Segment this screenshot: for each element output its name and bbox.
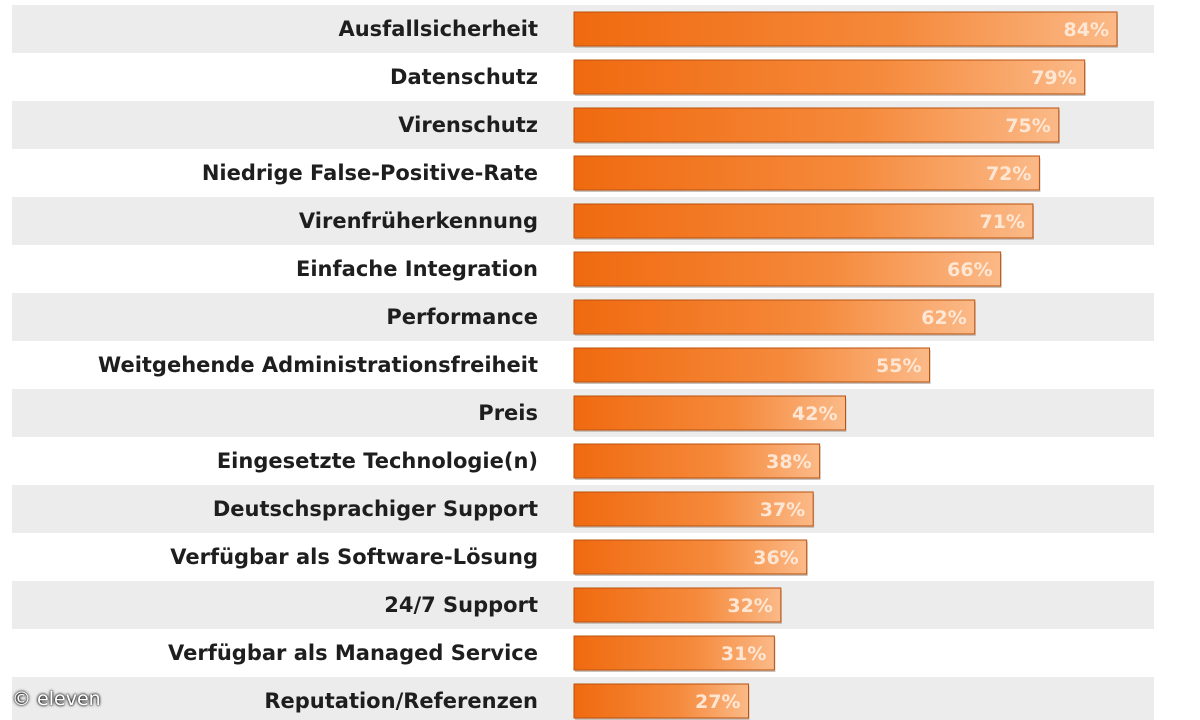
category-label: Niedrige False-Positive-Rate — [202, 161, 538, 185]
category-label: Ausfallsicherheit — [338, 17, 538, 41]
bar-row: Verfügbar als Managed Service 31% — [168, 635, 776, 672]
value-label: 55% — [876, 355, 921, 377]
category-label: Einfache Integration — [296, 257, 538, 281]
bar-row: Ausfallsicherheit 84% — [338, 11, 1118, 48]
chart-rows: Ausfallsicherheit 84% Datenschutz 79% Virens… — [98, 11, 1118, 720]
bar — [573, 107, 1060, 143]
bar — [573, 299, 976, 335]
value-label: 62% — [921, 307, 966, 329]
category-label: Reputation/Referenzen — [264, 689, 538, 713]
value-label: 32% — [727, 595, 772, 617]
category-label: Datenschutz — [390, 65, 538, 89]
value-label: 75% — [1005, 115, 1050, 137]
bar — [573, 203, 1034, 239]
bar-row: Weitgehende Administrationsfreiheit 55% — [98, 347, 931, 384]
bar-row: Verfügbar als Software-Lösung 36% — [170, 539, 808, 576]
copyright-credit: © eleven — [12, 688, 101, 710]
bar — [573, 587, 782, 623]
value-label: 38% — [766, 451, 811, 473]
bar — [573, 347, 931, 383]
bar-row: Reputation/Referenzen 27% — [264, 683, 750, 720]
value-label: 36% — [753, 547, 798, 569]
bar-row: Datenschutz 79% — [390, 59, 1086, 96]
bar-row: Deutschsprachiger Support 37% — [213, 491, 815, 528]
category-label: Virenfrüherkennung — [299, 209, 538, 233]
bar — [573, 635, 775, 671]
category-label: Virenschutz — [398, 113, 538, 137]
category-label: Eingesetzte Technologie(n) — [217, 449, 538, 473]
bar-row: Preis 42% — [478, 395, 847, 432]
category-label: Weitgehende Administrationsfreiheit — [98, 353, 538, 377]
value-label: 84% — [1064, 19, 1109, 41]
value-label: 27% — [695, 691, 740, 713]
bar — [573, 683, 750, 719]
value-label: 42% — [792, 403, 837, 425]
bar — [573, 59, 1086, 95]
category-label: 24/7 Support — [384, 593, 538, 617]
bar — [573, 251, 1002, 287]
bar — [573, 443, 821, 479]
value-label: 66% — [947, 259, 992, 281]
value-label: 72% — [986, 163, 1031, 185]
bar-row: Virenschutz 75% — [398, 107, 1060, 144]
bar — [573, 11, 1118, 47]
category-label: Deutschsprachiger Support — [213, 497, 538, 521]
value-label: 31% — [721, 643, 766, 665]
bar-row: Virenfrüherkennung 71% — [299, 203, 1034, 240]
bar-row: Eingesetzte Technologie(n) 38% — [217, 443, 821, 480]
bar — [573, 395, 846, 431]
bar — [573, 539, 808, 575]
bar-row: Niedrige False-Positive-Rate 72% — [202, 155, 1041, 192]
category-label: Performance — [386, 305, 538, 329]
bar-row: Performance 62% — [386, 299, 976, 336]
bar-row: 24/7 Support 32% — [384, 587, 782, 624]
bar-row: Einfache Integration 66% — [296, 251, 1002, 288]
category-label: Verfügbar als Software-Lösung — [170, 545, 538, 569]
value-label: 71% — [979, 211, 1024, 233]
value-label: 79% — [1031, 67, 1076, 89]
category-label: Preis — [478, 401, 538, 425]
category-label: Verfügbar als Managed Service — [168, 641, 538, 665]
bar — [573, 491, 814, 527]
value-label: 37% — [760, 499, 805, 521]
bar — [573, 155, 1040, 191]
